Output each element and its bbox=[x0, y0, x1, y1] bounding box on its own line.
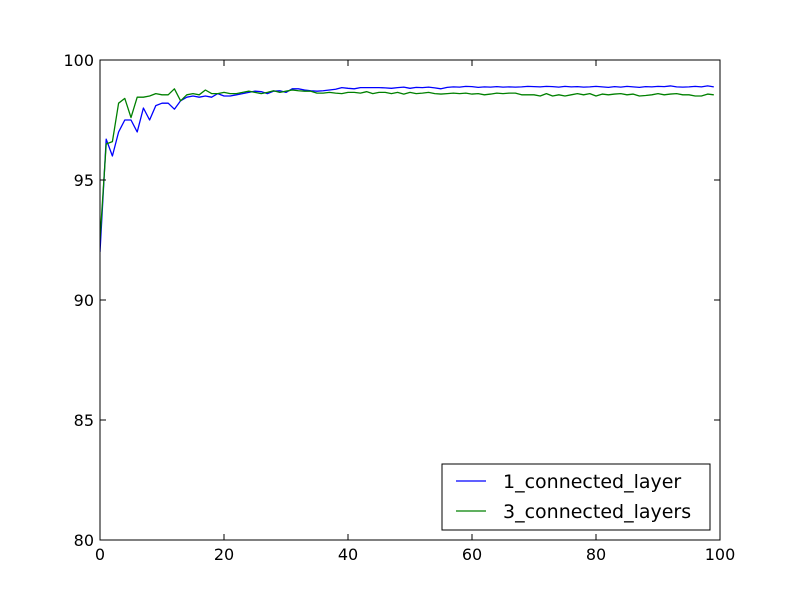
x-axis: 0 20 40 60 80 100 bbox=[95, 60, 735, 564]
y-tick-label: 80 bbox=[74, 531, 94, 550]
y-tick-label: 90 bbox=[74, 291, 94, 310]
x-tick-label: 100 bbox=[705, 545, 736, 564]
series-line-1-connected-layer bbox=[100, 85, 714, 253]
plot-area bbox=[100, 85, 714, 253]
y-tick-label: 85 bbox=[74, 411, 94, 430]
legend-label: 1_connected_layer bbox=[503, 471, 681, 493]
x-tick-label: 40 bbox=[338, 545, 358, 564]
x-tick-label: 60 bbox=[462, 545, 482, 564]
legend: 1_connected_layer 3_connected_layers bbox=[441, 463, 711, 531]
legend-box bbox=[441, 463, 711, 531]
y-tick-label: 95 bbox=[74, 171, 94, 190]
y-axis: 80 85 90 95 100 bbox=[63, 51, 720, 550]
x-tick-label: 0 bbox=[95, 545, 105, 564]
legend-label: 3_connected_layers bbox=[503, 501, 691, 523]
x-tick-label: 80 bbox=[586, 545, 606, 564]
y-tick-label: 100 bbox=[63, 51, 94, 70]
series-line-3-connected-layers bbox=[100, 88, 714, 241]
x-tick-label: 20 bbox=[214, 545, 234, 564]
